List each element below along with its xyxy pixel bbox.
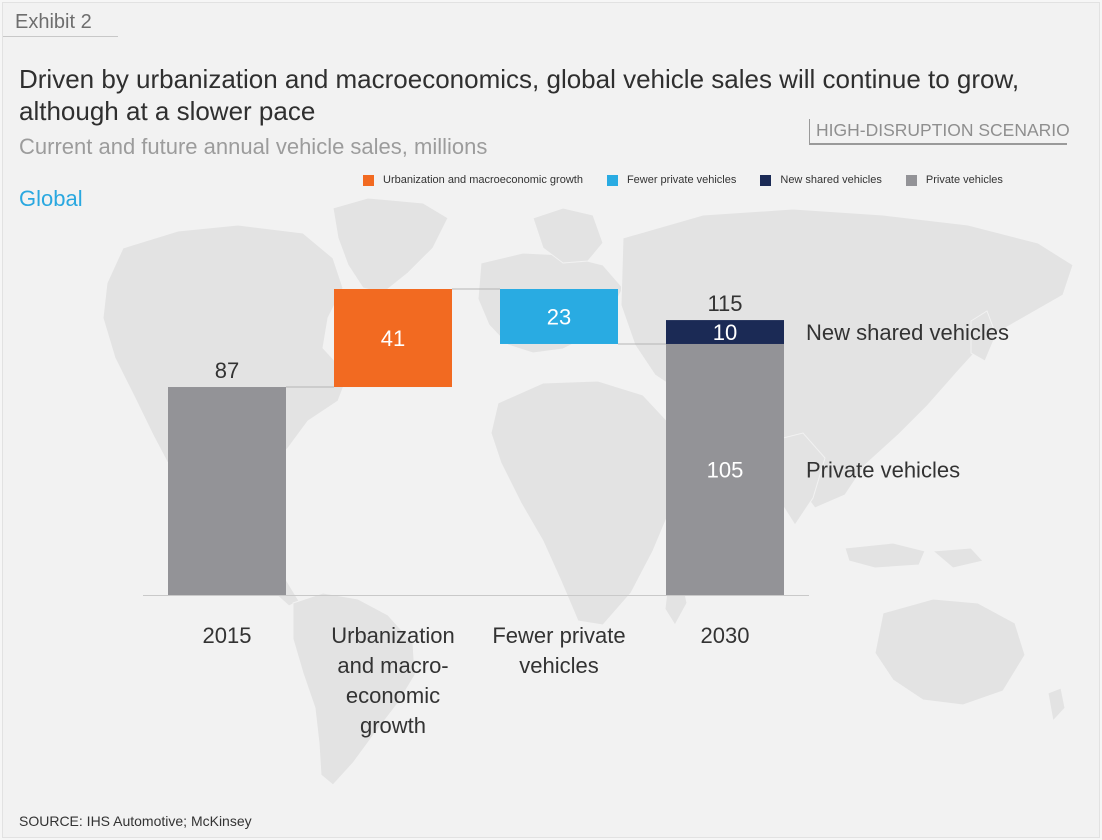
legend-swatch-new-shared bbox=[760, 174, 772, 186]
source-note: SOURCE: IHS Automotive; McKinsey bbox=[19, 813, 252, 829]
legend-swatch-urbanization bbox=[363, 174, 374, 186]
category-label: growth bbox=[360, 713, 426, 738]
bar-2030-private-vehicles bbox=[666, 343, 784, 595]
data-label: 10 bbox=[713, 320, 737, 345]
legend-item-new-shared: New shared vehicles bbox=[760, 174, 882, 186]
scenario-badge: HIGH-DISRUPTION SCENARIO bbox=[809, 119, 1070, 143]
chart-title: Driven by urbanization and macroeconomic… bbox=[19, 64, 1020, 126]
category-label: and macro- bbox=[337, 653, 448, 678]
side-label-new-shared-vehicles: New shared vehicles bbox=[806, 320, 1009, 345]
exhibit-underline bbox=[3, 36, 118, 37]
legend-swatch-private bbox=[905, 174, 917, 186]
legend-label-new-shared: New shared vehicles bbox=[780, 174, 882, 186]
category-label: vehicles bbox=[519, 653, 598, 678]
legend-label-fewer-private: Fewer private vehicles bbox=[626, 174, 737, 186]
category-label: Fewer private bbox=[492, 623, 625, 648]
region-label: Global bbox=[19, 186, 83, 211]
bar-2015-private-vehicles bbox=[168, 387, 286, 595]
legend-item-urbanization: Urbanization and macroeconomic growth bbox=[363, 174, 583, 186]
legend-label-urbanization: Urbanization and macroeconomic growth bbox=[383, 174, 583, 186]
category-label: Urbanization bbox=[331, 623, 455, 648]
chart-legend: Urbanization and macroeconomic growth Fe… bbox=[363, 171, 1027, 189]
legend-item-fewer-private: Fewer private vehicles bbox=[606, 174, 737, 186]
scenario-underline bbox=[809, 143, 1067, 145]
data-label: 41 bbox=[381, 326, 405, 351]
total-label: 87 bbox=[215, 358, 239, 383]
side-label-private-vehicles: Private vehicles bbox=[806, 457, 960, 482]
exhibit-label: Exhibit 2 bbox=[15, 11, 92, 33]
bar-urbanization-and-macro-economic-growth-urbanization-and-macroeconomic-growth bbox=[334, 289, 452, 388]
legend-swatch-fewer-private bbox=[606, 174, 618, 186]
bar-2030-new-shared-vehicles bbox=[666, 320, 784, 344]
category-label: economic bbox=[346, 683, 440, 708]
bar-fewer-private-vehicles-fewer-private-vehicles bbox=[500, 289, 618, 344]
category-label: 2030 bbox=[701, 623, 750, 648]
chart-subtitle: Current and future annual vehicle sales,… bbox=[19, 134, 488, 159]
waterfall-chart: 87 2015 41 Urbanization and macro-economic gr… bbox=[143, 288, 1009, 738]
legend-label-private: Private vehicles bbox=[925, 174, 1003, 186]
total-label: 115 bbox=[707, 291, 742, 316]
data-label: 105 bbox=[707, 457, 744, 482]
category-label: 2015 bbox=[203, 623, 252, 648]
data-label: 23 bbox=[547, 304, 571, 329]
legend-item-private: Private vehicles bbox=[905, 174, 1003, 186]
